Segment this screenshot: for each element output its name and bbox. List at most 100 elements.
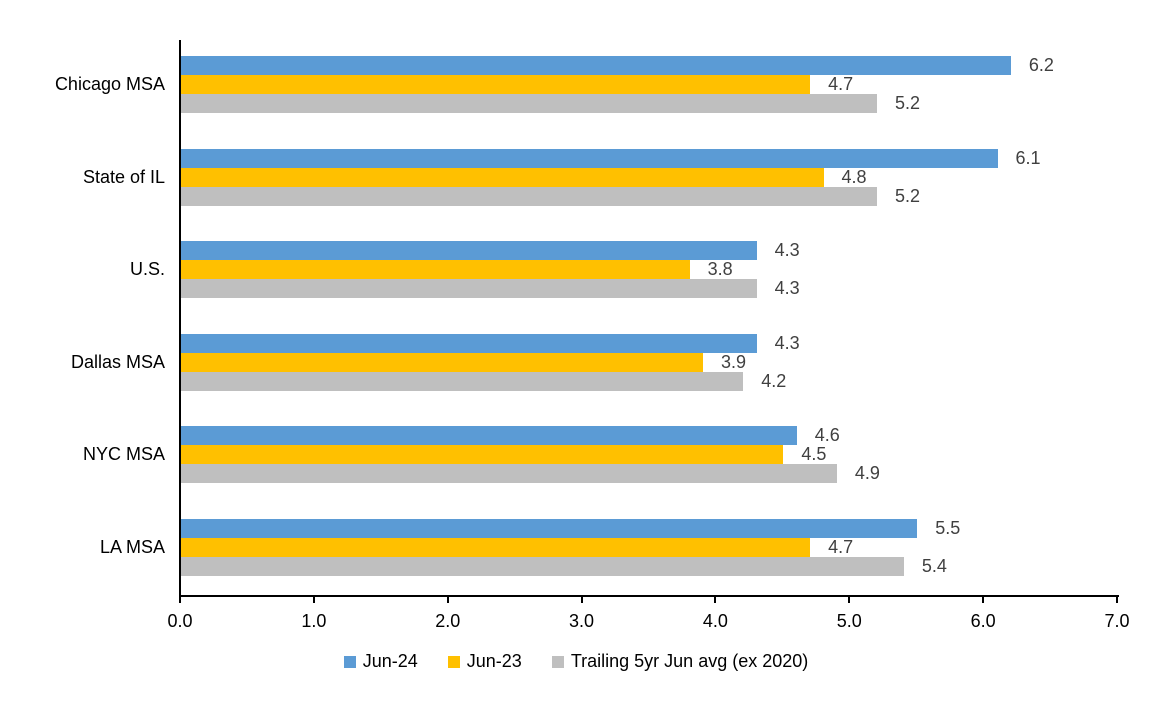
bar-trailing-5yr-jun-avg-ex-2020- [181, 94, 878, 113]
bar-jun-23 [181, 445, 784, 464]
bar-jun-24 [181, 333, 757, 353]
category-label: Chicago MSA [54, 74, 165, 94]
category-row: U.S. 4.3 3.8 4.3 [0, 225, 1152, 318]
x-tick-mark [312, 597, 315, 603]
x-tick-label: 1.0 [301, 611, 327, 631]
bar-jun-24 [181, 241, 757, 260]
legend-swatch-icon [343, 655, 356, 668]
bar-group: 6.2 4.7 5.2 [181, 56, 1054, 113]
x-tick-mark [982, 597, 985, 603]
category-row: Dallas MSA 4.3 3.9 4.2 [0, 318, 1152, 411]
x-tick-mark [179, 597, 181, 603]
category-row: NYC MSA 4.6 4.5 4.9 [0, 410, 1152, 503]
bar-line: 5.5 [181, 517, 961, 538]
bar-line: 5.4 [181, 555, 960, 576]
x-axis-line [179, 595, 1119, 597]
value-label: 4.6 [814, 425, 840, 445]
bar-line: 3.8 [181, 260, 800, 279]
bar-line: 4.3 [181, 332, 800, 353]
bar-trailing-5yr-jun-avg-ex-2020- [181, 464, 837, 483]
y-axis-line [179, 40, 181, 597]
x-tick-mark [714, 597, 717, 603]
bar-line: 4.3 [181, 241, 800, 260]
bar-group: 4.6 4.5 4.9 [181, 426, 880, 483]
x-tick-label: 2.0 [435, 611, 461, 631]
bar-trailing-5yr-jun-avg-ex-2020- [181, 371, 744, 391]
plot-area: Chicago MSA 6.2 4.7 5.2 State of IL 6.1 4.8 5.2… [0, 40, 1152, 595]
bar-jun-24 [181, 518, 918, 538]
bar-group: 4.3 3.9 4.2 [181, 332, 800, 391]
bar-line: 4.3 [181, 279, 800, 298]
x-tick-label: 3.0 [569, 611, 595, 631]
category-label: U.S. [129, 259, 165, 279]
category-label: Dallas MSA [70, 351, 165, 372]
bar-line: 4.7 [181, 75, 1054, 94]
value-label: 5.5 [935, 517, 961, 538]
bar-group: 6.1 4.8 5.2 [181, 147, 1041, 206]
bar-jun-23 [181, 537, 811, 557]
legend-label: Jun-23 [466, 651, 522, 671]
bar-jun-23 [181, 75, 811, 94]
bar-line: 4.7 [181, 536, 960, 557]
category-row: Chicago MSA 6.2 4.7 5.2 [0, 40, 1152, 133]
value-label: 5.4 [921, 555, 947, 576]
bar-trailing-5yr-jun-avg-ex-2020- [181, 279, 757, 298]
value-label: 4.3 [774, 240, 800, 260]
bar-jun-23 [181, 260, 690, 279]
value-label: 3.8 [707, 259, 733, 279]
category-label: NYC MSA [82, 444, 165, 464]
bar-jun-24 [181, 426, 797, 445]
value-label: 6.1 [1015, 147, 1041, 168]
category-label: State of IL [82, 166, 165, 187]
legend-swatch-icon [551, 655, 564, 668]
value-label: 4.2 [761, 370, 787, 391]
bar-line: 4.5 [181, 445, 880, 464]
x-tick-label: 4.0 [702, 611, 728, 631]
category-row: State of IL 6.1 4.8 5.2 [0, 133, 1152, 226]
bar-jun-23 [181, 352, 704, 372]
value-label: 6.2 [1028, 55, 1054, 75]
value-label: 4.3 [774, 332, 800, 353]
bar-group: 4.3 3.8 4.3 [181, 241, 800, 298]
x-tick-label: 6.0 [970, 611, 996, 631]
bar-jun-23 [181, 167, 824, 187]
category-label: LA MSA [99, 536, 165, 557]
legend-swatch-icon [447, 655, 460, 668]
bar-line: 4.9 [181, 464, 880, 483]
chart-legend: Jun-24 Jun-23 Trailing 5yr Jun avg (ex 202… [0, 651, 1152, 672]
x-tick-label: 7.0 [1104, 611, 1130, 631]
bar-line: 5.2 [181, 185, 1041, 206]
x-tick-mark [1116, 597, 1118, 603]
value-label: 4.7 [828, 536, 854, 557]
bar-line: 4.8 [181, 166, 1041, 187]
value-label: 4.3 [774, 278, 800, 298]
legend-label: Trailing 5yr Jun avg (ex 2020) [570, 651, 809, 671]
bar-jun-24 [181, 56, 1011, 75]
x-tick-mark [848, 597, 851, 603]
bar-line: 3.9 [181, 351, 800, 372]
x-tick-label: 5.0 [836, 611, 862, 631]
bar-group: 5.5 4.7 5.4 [181, 517, 961, 576]
value-label: 5.2 [895, 185, 921, 206]
value-label: 4.7 [828, 74, 854, 94]
x-tick-label: 0.0 [167, 611, 193, 631]
value-label: 5.2 [895, 93, 921, 113]
value-label: 3.9 [721, 351, 747, 372]
value-label: 4.8 [841, 166, 867, 187]
x-tick-mark [580, 597, 583, 603]
legend-item: Jun-23 [447, 651, 522, 672]
x-tick-mark [446, 597, 449, 603]
value-label: 4.5 [801, 444, 827, 464]
legend-label: Jun-24 [362, 651, 418, 671]
category-row: LA MSA 5.5 4.7 5.4 [0, 503, 1152, 596]
bar-line: 6.2 [181, 56, 1054, 75]
legend-item: Jun-24 [343, 651, 418, 672]
bar-trailing-5yr-jun-avg-ex-2020- [181, 186, 878, 206]
bar-jun-24 [181, 148, 998, 168]
value-label: 4.9 [854, 463, 880, 483]
bar-trailing-5yr-jun-avg-ex-2020- [181, 556, 904, 576]
bar-line: 6.1 [181, 147, 1041, 168]
bar-line: 4.6 [181, 426, 880, 445]
bar-line: 5.2 [181, 94, 1054, 113]
